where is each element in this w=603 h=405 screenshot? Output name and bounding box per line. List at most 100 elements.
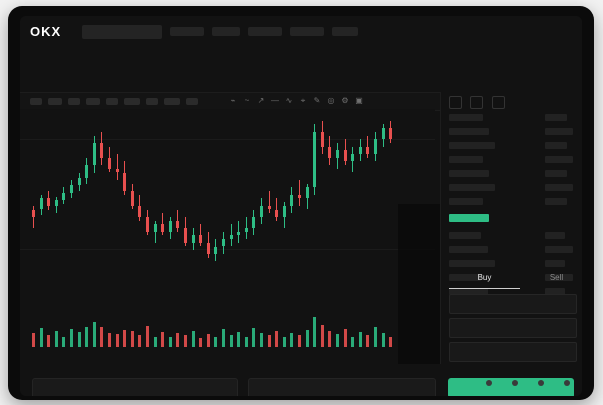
candle-body — [351, 154, 355, 162]
orderbook-ask-size — [545, 142, 567, 149]
candle-body — [39, 198, 43, 210]
book-both-icon[interactable] — [449, 96, 462, 109]
orderbook-bid-size — [545, 260, 565, 267]
orderbook-ask-row[interactable] — [449, 184, 495, 191]
toolbar-timeframe-1[interactable] — [30, 98, 42, 105]
candle-body — [328, 146, 332, 158]
indicator-icon[interactable]: ~ — [244, 96, 250, 105]
orderbook-ask-row[interactable] — [449, 170, 489, 177]
book-asks-icon[interactable] — [470, 96, 484, 109]
toolbar-timeframe-8[interactable] — [164, 98, 180, 105]
summary-tile-1[interactable] — [32, 378, 238, 396]
candle-body — [123, 172, 127, 191]
pagination-dot-1[interactable] — [460, 380, 466, 386]
summary-tile-2[interactable] — [248, 378, 436, 396]
orderbook-bid-size — [545, 246, 573, 253]
candle-body — [389, 128, 393, 140]
pencil-icon[interactable]: ✎ — [313, 96, 321, 105]
toolbar-timeframe-2[interactable] — [48, 98, 62, 105]
draw-icon[interactable]: ↗ — [257, 96, 265, 105]
nav-item-3[interactable] — [248, 27, 282, 36]
candle-wick — [33, 205, 34, 228]
orderbook-ask-size — [545, 128, 573, 135]
eye-icon[interactable]: ◎ — [327, 96, 335, 105]
volume-bar — [222, 329, 225, 347]
orderbook-ask-size — [545, 170, 567, 177]
volume-bar — [191, 330, 195, 347]
price-chart[interactable] — [20, 109, 446, 394]
nav-item-5[interactable] — [332, 27, 358, 36]
toolbar-timeframe-6[interactable] — [124, 98, 140, 105]
orderbook-ask-row[interactable] — [449, 198, 483, 205]
volume-bar — [108, 332, 111, 347]
volume-bar — [282, 336, 286, 347]
volume-bar — [62, 336, 66, 347]
orderbook-bid-row[interactable] — [449, 274, 481, 281]
orderbook-ask-row[interactable] — [449, 142, 495, 149]
orderbook-ask-row[interactable] — [449, 128, 489, 135]
candle-body — [176, 220, 180, 228]
volume-bar — [298, 334, 301, 347]
submit-buy-button[interactable] — [448, 378, 574, 396]
orderbook-ask-row[interactable] — [449, 114, 483, 121]
volume-bar — [290, 332, 294, 347]
order-total-field[interactable] — [449, 342, 577, 362]
orderbook-ask-row[interactable] — [449, 156, 483, 163]
toolbar-timeframe-9[interactable] — [186, 98, 198, 105]
tab-sell[interactable]: Sell — [549, 273, 564, 282]
toolbar-timeframe-3[interactable] — [68, 98, 80, 105]
candle-body — [130, 191, 134, 206]
nav-item-1[interactable] — [170, 27, 204, 36]
settings-icon[interactable]: ⚙ — [341, 96, 349, 105]
nav-item-4[interactable] — [290, 27, 324, 36]
volume-bar — [267, 335, 271, 347]
brand-logo[interactable]: OKX — [30, 24, 62, 39]
pagination-dot-4[interactable] — [538, 380, 544, 386]
tab-buy[interactable]: Buy — [449, 268, 520, 289]
magnet-icon[interactable]: ⌖ — [300, 96, 306, 105]
volume-bar — [100, 327, 104, 347]
volume-bar — [313, 317, 317, 347]
nav-item-2[interactable] — [212, 27, 240, 36]
volume-bar — [229, 334, 233, 347]
order-amount-field[interactable] — [449, 318, 577, 338]
volume-bar — [336, 334, 339, 347]
candle-body — [374, 139, 377, 154]
orderbook-view-toggle[interactable] — [449, 96, 509, 114]
candle-body — [138, 205, 142, 217]
candle-body — [358, 146, 362, 154]
candle-wick — [268, 191, 270, 214]
orderbook-bid-row[interactable] — [449, 288, 488, 295]
orderbook-bid-size — [545, 288, 565, 295]
volume-bar — [252, 327, 256, 347]
orderbook-bid-row[interactable] — [449, 232, 481, 239]
order-price-field[interactable] — [449, 294, 577, 314]
toolbar-timeframe-4[interactable] — [86, 98, 100, 105]
app-screen: OKX Spot Trading — [20, 16, 582, 396]
candle-body — [77, 178, 81, 186]
order-book-panel: Buy Sell — [440, 92, 582, 364]
pagination-dot-2[interactable] — [486, 380, 492, 386]
candles-icon[interactable]: ⌁ — [230, 96, 236, 105]
pagination-dot-5[interactable] — [564, 380, 570, 386]
candle-wick — [116, 154, 118, 180]
orderbook-spread-highlight — [449, 214, 489, 222]
candle-body — [282, 205, 286, 217]
book-bids-icon[interactable] — [491, 96, 505, 109]
volume-bar — [244, 336, 248, 347]
camera-icon[interactable]: ▣ — [355, 96, 363, 105]
line-icon[interactable]: — — [271, 96, 279, 105]
orderbook-ask-size — [545, 198, 567, 205]
toolbar-timeframe-5[interactable] — [106, 98, 118, 105]
toolbar-timeframe-7[interactable] — [146, 98, 158, 105]
volume-bar — [153, 336, 157, 347]
pagination-dot-3[interactable] — [512, 380, 518, 386]
orderbook-bid-row[interactable] — [449, 246, 488, 253]
orderbook-bid-row[interactable] — [449, 260, 495, 267]
wave-icon[interactable]: ∿ — [285, 96, 293, 105]
candle-body — [206, 242, 210, 254]
volume-bar — [54, 330, 58, 347]
global-search-input[interactable] — [82, 25, 162, 39]
candle-body — [62, 192, 66, 201]
